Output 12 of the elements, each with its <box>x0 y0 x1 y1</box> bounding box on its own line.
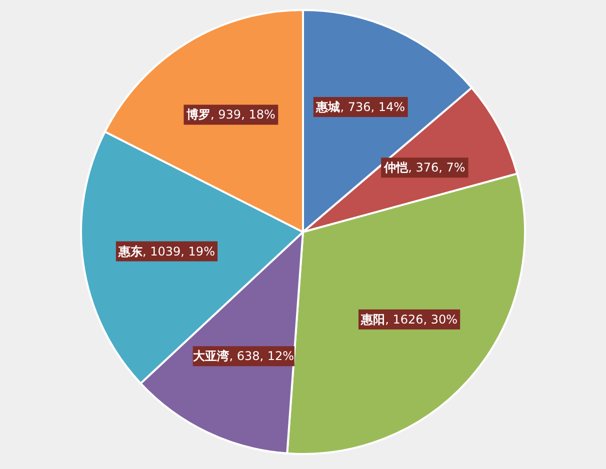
slice-label: 惠东 <box>117 244 142 258</box>
data-label: , 1039, 19% <box>142 244 215 258</box>
data-label: , 638, 12% <box>229 349 294 364</box>
data-label: , 376, 7% <box>408 160 466 175</box>
slice-label: 博罗 <box>186 108 211 122</box>
slice-label: 惠阳 <box>360 312 386 326</box>
slice-label: 仲恺 <box>383 160 410 175</box>
slice-label: 惠城 <box>315 100 340 114</box>
slice-label: 大亚湾 <box>193 349 230 364</box>
data-label: , 1626, 30% <box>385 312 458 326</box>
data-label: , 939, 18% <box>210 108 276 122</box>
data-label: , 736, 14% <box>340 100 406 114</box>
